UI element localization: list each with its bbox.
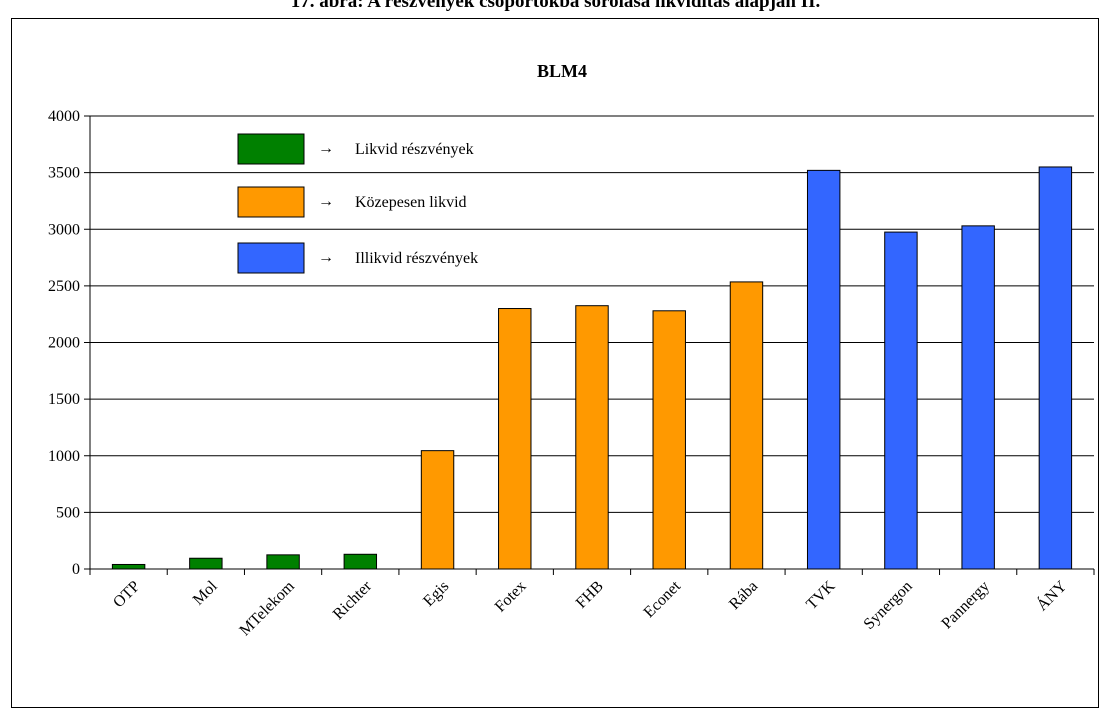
y-tick-label: 1000 [48, 448, 80, 465]
y-tick-label: 500 [56, 504, 80, 521]
bar-richter [343, 553, 378, 570]
legend-swatch [237, 186, 305, 218]
bar-tvk [806, 169, 841, 570]
x-tick-label: MTelekom [236, 577, 298, 639]
y-tick-label: 2500 [48, 278, 80, 295]
y-tick-label: 3000 [48, 221, 80, 238]
legend-label: Likvid részvények [355, 141, 474, 158]
x-tick-label: FHB [573, 578, 607, 612]
bar-synergon [884, 231, 918, 570]
x-tick-label: Mol [190, 577, 221, 608]
x-tick-label: Egis [420, 578, 452, 610]
chart-frame: BLM4 0 500 1000 1500 2000 2500 3000 3500 4000 OTP… [11, 18, 1099, 708]
x-tick-label: Pannergy [938, 578, 993, 633]
bar-egis [420, 450, 455, 570]
bar-mtelekom [266, 554, 300, 570]
legend-swatch [237, 133, 305, 165]
bar-ány [1038, 166, 1073, 570]
chart-title: BLM4 [537, 61, 587, 81]
bar-otp [111, 563, 146, 570]
bar-rába [729, 281, 764, 570]
x-tick-label: Rába [726, 578, 761, 613]
bar-mol [189, 557, 223, 570]
legend-label: Illikvid részvények [355, 250, 478, 267]
y-tick-label: 2000 [48, 335, 80, 352]
figure-caption: 17. ábra: A részvények csoportokba sorol… [290, 0, 821, 12]
legend: → Likvid részvények → Közepesen likvid → Illi… [237, 133, 478, 274]
x-tick-label: Synergon [861, 578, 916, 633]
x-tick-label: ÁNY [1032, 576, 1070, 614]
arrow-icon: → [318, 249, 334, 266]
bar-fotex [498, 308, 532, 570]
legend-swatch [237, 242, 305, 274]
arrow-icon: → [318, 140, 334, 157]
x-tick-label: Econet [641, 577, 685, 621]
x-tick-label: Richter [330, 577, 376, 623]
y-tick-label: 0 [72, 561, 80, 578]
bar-econet [652, 310, 686, 570]
arrow-icon: → [318, 193, 334, 210]
bar-fhb [575, 305, 609, 570]
x-tick-label: TVK [803, 577, 839, 613]
y-tick-label: 4000 [48, 108, 80, 125]
bar-chart: BLM4 0 500 1000 1500 2000 2500 3000 3500 4000 OTP… [48, 61, 1095, 639]
y-tick-label: 3500 [48, 165, 80, 182]
x-tick-label: Fotex [492, 578, 530, 616]
bar-pannergy [961, 225, 995, 570]
y-tick-label: 1500 [48, 391, 80, 408]
x-tick-label: OTP [110, 578, 143, 611]
bars [111, 166, 1073, 570]
legend-label: Közepesen likvid [355, 194, 467, 211]
